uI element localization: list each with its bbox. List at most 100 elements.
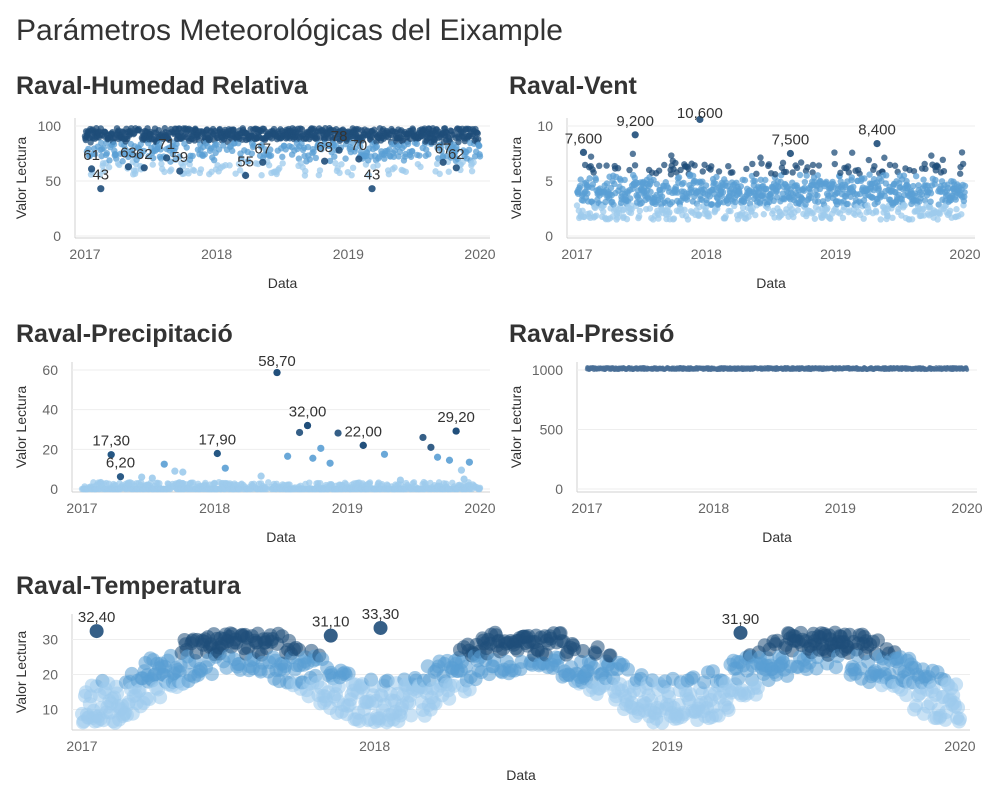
data-point xyxy=(715,168,723,175)
y-tick-label: 20 xyxy=(42,667,58,683)
labeled-point xyxy=(259,158,267,166)
data-point xyxy=(433,453,442,461)
data-point xyxy=(576,644,591,659)
data-point xyxy=(590,169,597,176)
x-tick-label: 2017 xyxy=(571,500,602,516)
data-point xyxy=(302,167,309,175)
data-point xyxy=(910,182,917,190)
data-point xyxy=(952,196,959,203)
data-point xyxy=(235,160,243,168)
data-point xyxy=(752,211,759,219)
data-point xyxy=(779,159,787,167)
data-point xyxy=(753,170,760,177)
data-label: 68 xyxy=(316,139,333,156)
data-point xyxy=(310,148,317,156)
y-tick-label: 0 xyxy=(545,228,553,244)
data-point xyxy=(149,161,156,168)
data-label: 22,00 xyxy=(344,423,382,440)
y-tick-label: 20 xyxy=(42,441,58,457)
data-point xyxy=(600,208,607,215)
data-point xyxy=(953,206,960,213)
x-tick-label: 2018 xyxy=(698,500,729,516)
data-point xyxy=(265,479,272,486)
data-point xyxy=(279,153,286,161)
data-label: 55 xyxy=(237,154,254,171)
y-tick-label: 0 xyxy=(555,481,563,497)
data-point xyxy=(433,160,441,168)
data-point xyxy=(768,190,775,197)
x-axis-label: Data xyxy=(506,767,536,783)
y-tick-label: 40 xyxy=(42,402,58,418)
data-point xyxy=(158,160,165,168)
data-point xyxy=(185,170,192,177)
data-point xyxy=(751,177,759,185)
data-point xyxy=(396,476,404,484)
data-point xyxy=(593,212,600,219)
data-point xyxy=(576,182,584,190)
data-point xyxy=(809,661,824,676)
data-point xyxy=(874,199,881,206)
data-point xyxy=(620,662,635,677)
data-point xyxy=(312,154,320,162)
y-tick-label: 5 xyxy=(545,173,553,189)
data-point xyxy=(724,200,732,207)
data-point xyxy=(891,162,899,169)
data-point xyxy=(336,169,343,177)
data-point xyxy=(326,459,334,467)
data-point xyxy=(610,201,617,208)
y-tick-label: 60 xyxy=(42,362,58,378)
data-point xyxy=(342,155,349,162)
x-tick-label: 2018 xyxy=(691,246,722,262)
data-points xyxy=(573,149,969,223)
data-point xyxy=(391,164,398,171)
y-tick-label: 30 xyxy=(42,632,58,648)
data-point xyxy=(465,458,473,466)
data-point xyxy=(445,168,452,175)
data-point xyxy=(837,169,844,177)
data-point xyxy=(316,167,324,174)
data-point xyxy=(279,160,286,167)
labeled-point xyxy=(321,157,329,165)
data-point xyxy=(265,162,273,169)
data-point xyxy=(248,150,256,157)
data-point xyxy=(197,166,205,173)
x-tick-label: 2018 xyxy=(359,738,390,754)
data-point xyxy=(179,468,187,476)
data-point xyxy=(782,168,790,176)
data-point xyxy=(661,161,668,169)
data-point xyxy=(740,198,748,206)
data-point xyxy=(750,680,765,695)
data-point xyxy=(103,150,111,157)
data-point xyxy=(762,176,769,184)
data-point xyxy=(459,158,466,166)
data-label: 7,600 xyxy=(565,130,603,147)
data-point xyxy=(824,205,831,212)
data-point xyxy=(257,472,265,480)
x-axis-label: Data xyxy=(762,529,792,545)
data-point xyxy=(958,211,965,218)
x-tick-label: 2019 xyxy=(825,500,856,516)
data-point xyxy=(814,192,821,199)
data-point xyxy=(416,152,423,159)
x-tick-label: 2019 xyxy=(332,500,363,516)
data-label: 6,20 xyxy=(106,455,135,472)
labeled-point xyxy=(696,115,704,123)
data-point xyxy=(332,142,339,149)
data-point xyxy=(573,202,581,209)
y-tick-label: 500 xyxy=(540,422,564,438)
data-point xyxy=(149,154,157,162)
data-label: 62 xyxy=(136,146,153,163)
data-label: 67 xyxy=(435,140,452,157)
data-point xyxy=(465,146,473,154)
data-point xyxy=(666,209,673,216)
data-point xyxy=(884,212,891,219)
x-tick-label: 2017 xyxy=(66,500,97,516)
x-tick-label: 2020 xyxy=(464,246,495,262)
data-point xyxy=(739,204,747,211)
data-point xyxy=(373,143,381,150)
x-tick-label: 2020 xyxy=(944,738,975,754)
data-label: 17,90 xyxy=(199,431,237,448)
data-point xyxy=(756,200,764,207)
x-tick-label: 2017 xyxy=(66,738,97,754)
data-point xyxy=(97,139,105,147)
